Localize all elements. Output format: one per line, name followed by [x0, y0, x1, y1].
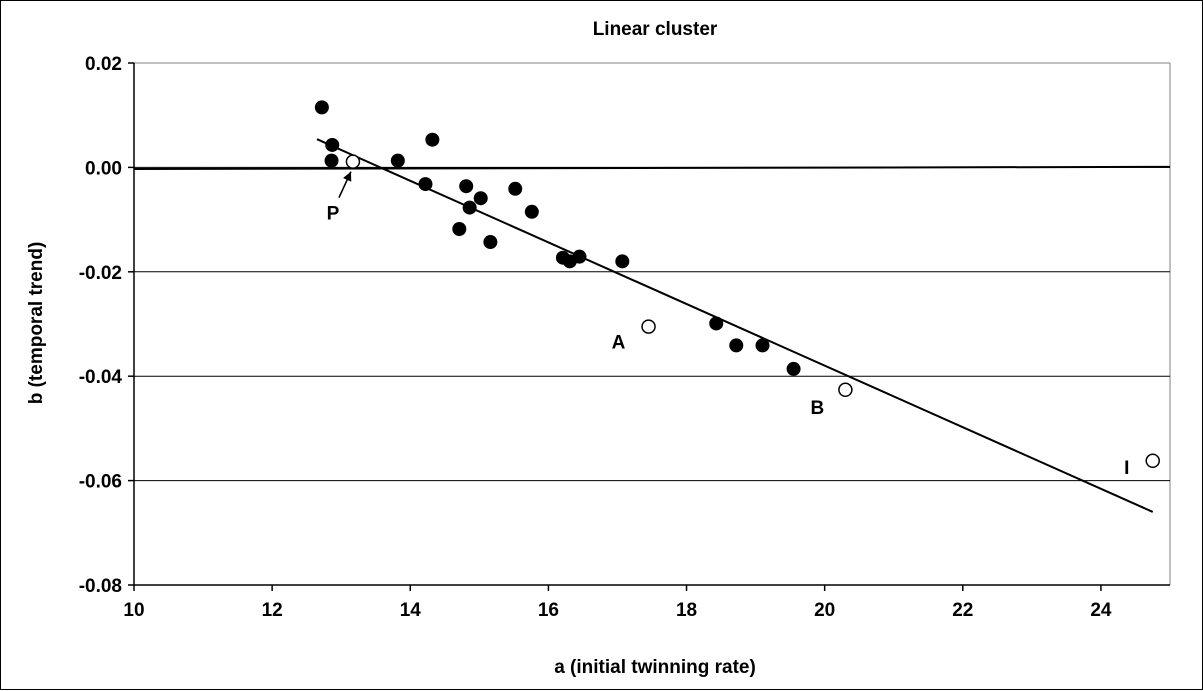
- open-point-p: [346, 155, 359, 168]
- open-point-a: [642, 320, 655, 333]
- x-tick-label: 16: [538, 600, 559, 621]
- filled-point: [709, 316, 723, 330]
- filled-point: [418, 177, 432, 191]
- x-tick-label: 22: [952, 600, 973, 621]
- x-tick-label: 12: [262, 600, 283, 621]
- data-points: [315, 100, 1159, 467]
- x-tick-label: 24: [1090, 600, 1112, 621]
- filled-point: [729, 338, 743, 352]
- filled-point: [315, 100, 329, 114]
- point-label-i: I: [1124, 458, 1129, 479]
- filled-point: [325, 138, 339, 152]
- y-tick-label: -0.04: [79, 367, 123, 388]
- y-tick-label: 0.00: [85, 158, 122, 179]
- filled-point: [525, 205, 539, 219]
- point-labels: P A B I: [327, 204, 1130, 479]
- filled-point: [483, 235, 497, 249]
- filled-point: [452, 222, 466, 236]
- x-axis-label: a (initial twinning rate): [554, 657, 756, 678]
- filled-point: [391, 154, 405, 168]
- filled-point: [787, 362, 801, 376]
- filled-point: [459, 179, 473, 193]
- y-tick-label: -0.06: [79, 472, 122, 493]
- filled-point: [463, 201, 477, 215]
- filled-point: [508, 182, 522, 196]
- chart-title: Linear cluster: [593, 19, 718, 40]
- open-point-b: [839, 383, 852, 396]
- filled-point: [572, 250, 586, 264]
- x-tick-label: 18: [676, 600, 697, 621]
- filled-point: [425, 133, 439, 147]
- filled-point: [474, 191, 488, 205]
- y-axis-label: b (temporal trend): [26, 242, 47, 405]
- x-tick-label: 20: [814, 600, 835, 621]
- x-tick-label: 10: [123, 600, 144, 621]
- point-label-p: P: [327, 204, 340, 225]
- filled-point: [756, 338, 770, 352]
- trend-line: [317, 139, 1153, 512]
- x-tick-label: 14: [400, 600, 422, 621]
- point-label-b: B: [811, 398, 825, 419]
- point-label-a: A: [612, 333, 626, 354]
- y-tick-label: 0.02: [85, 54, 122, 75]
- filled-point: [615, 254, 629, 268]
- open-point-i: [1146, 454, 1159, 467]
- y-tick-label: -0.02: [79, 263, 122, 284]
- y-tick-label: -0.08: [79, 576, 122, 597]
- filled-point: [325, 154, 339, 168]
